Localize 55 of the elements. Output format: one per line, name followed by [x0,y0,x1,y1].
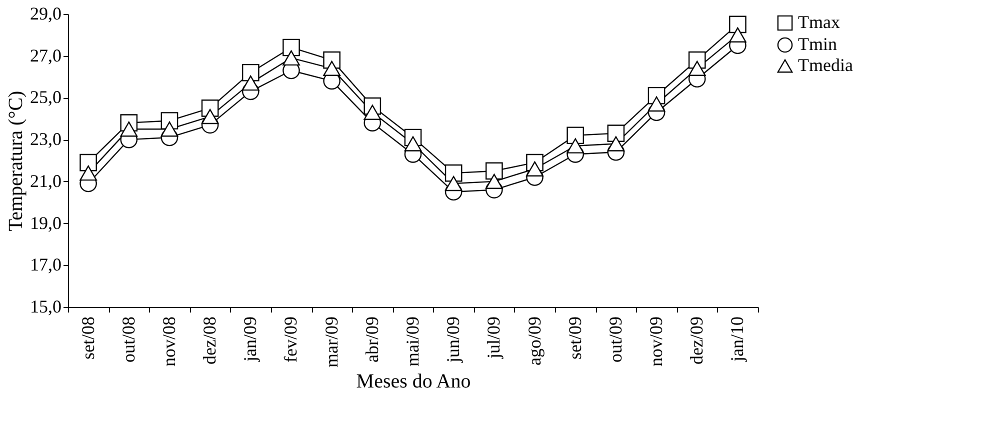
y-tick-label: 29,0 [30,4,62,24]
point [282,38,300,56]
point [526,161,544,176]
x-tick-label: ago/09 [524,316,544,366]
point [120,122,138,137]
point [444,176,462,192]
point [404,136,422,152]
point [729,27,746,43]
point [242,75,260,91]
legend-label: Tmax [798,12,840,32]
x-tick-label: out/09 [605,316,626,363]
x-tick-label: mai/09 [402,316,422,366]
x-tick-label: nov/09 [646,316,666,367]
x-tick-label: jan/09 [240,316,260,362]
point [648,96,666,112]
x-tick-label: set/08 [78,316,98,360]
x-tick-label: jan/10 [727,316,748,362]
point [80,165,97,181]
point [486,174,503,190]
point [323,60,340,76]
x-tick-label: jul/09 [484,316,504,360]
point [486,162,503,180]
point [607,136,625,152]
point [80,154,97,172]
y-tick-label: 21,0 [30,170,62,191]
x-tick-label: dez/09 [686,316,707,364]
x-tick-label: fev/09 [280,316,301,362]
x-tick-label: out/08 [118,316,138,363]
point [566,138,584,154]
y-tick-label: 15,0 [30,296,62,316]
y-tick-label: 23,0 [30,129,62,150]
y-tick-label: 27,0 [30,45,62,66]
x-tick-label: dez/08 [200,316,220,364]
x-tick-label: nov/08 [158,316,179,367]
x-tick-label: jun/09 [443,316,464,364]
point [242,64,260,82]
x-axis-title: Meses do Ano [356,370,471,392]
point [607,124,625,142]
y-tick-label: 19,0 [30,212,62,233]
y-tick-label: 17,0 [30,254,62,275]
x-tick-label: abr/09 [362,316,382,362]
x-tick-label: set/09 [564,316,585,360]
point [201,108,219,124]
y-axis-title: Temperatura (°C) [5,90,27,232]
point [444,164,462,182]
point [364,104,382,120]
y-tick-label: 25,0 [30,87,62,108]
point [566,126,584,144]
point [729,16,746,34]
point [282,50,300,66]
point [688,60,706,76]
legend-label: Tmedia [798,55,853,75]
x-tick-label: mar/09 [321,316,342,368]
legend-label: Tmin [798,34,837,54]
point [160,122,178,137]
